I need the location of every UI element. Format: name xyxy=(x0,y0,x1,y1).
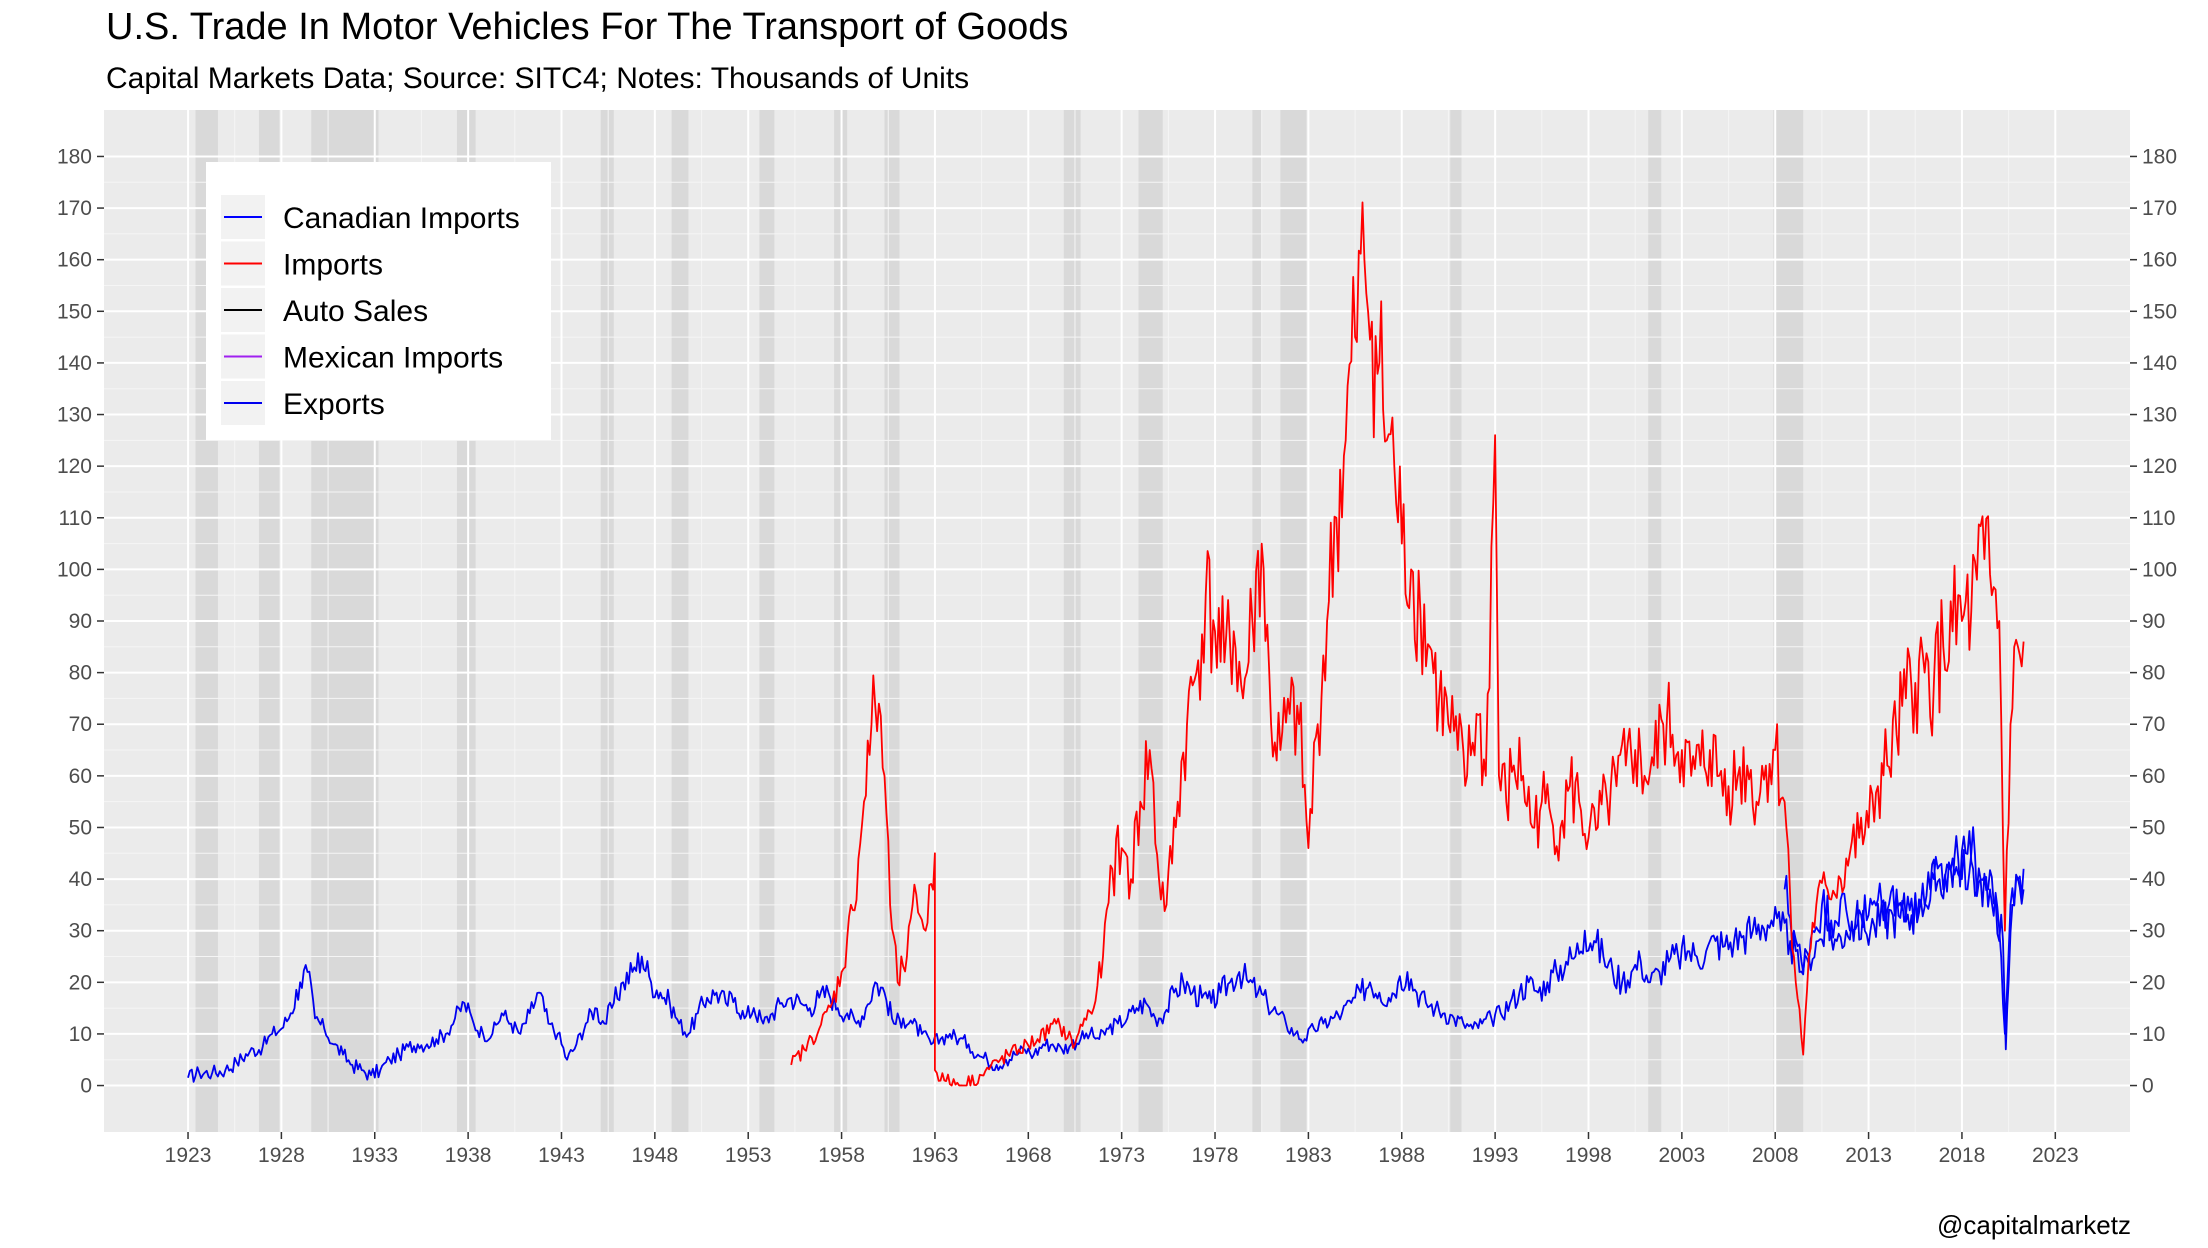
x-tick-label: 2023 xyxy=(2032,1144,2079,1167)
y-tick-label-left: 20 xyxy=(69,971,92,994)
y-tick-label-left: 60 xyxy=(69,765,92,788)
y-tick-label-left: 170 xyxy=(57,197,92,220)
x-tick-label: 1983 xyxy=(1285,1144,1332,1167)
y-tick-label-left: 30 xyxy=(69,920,92,943)
x-tick-label: 2013 xyxy=(1845,1144,1892,1167)
y-tick-label-right: 120 xyxy=(2142,455,2177,478)
x-tick-label: 1968 xyxy=(1005,1144,1052,1167)
y-tick-label-right: 150 xyxy=(2142,300,2177,323)
y-tick-label-right: 50 xyxy=(2142,816,2165,839)
x-tick-label: 1938 xyxy=(445,1144,492,1167)
y-tick-label-right: 80 xyxy=(2142,662,2165,685)
x-tick-label: 1988 xyxy=(1378,1144,1425,1167)
y-tick-label-right: 60 xyxy=(2142,765,2165,788)
y-tick-label-left: 120 xyxy=(57,455,92,478)
legend-label: Imports xyxy=(283,249,383,282)
legend-label: Mexican Imports xyxy=(283,342,503,375)
x-tick-label: 1998 xyxy=(1565,1144,1612,1167)
y-tick-label-left: 50 xyxy=(69,816,92,839)
y-tick-label-right: 40 xyxy=(2142,868,2165,891)
y-tick-label-left: 180 xyxy=(57,145,92,168)
x-tick-label: 2008 xyxy=(1752,1144,1799,1167)
y-tick-label-right: 10 xyxy=(2142,1023,2165,1046)
y-tick-label-left: 140 xyxy=(57,352,92,375)
y-tick-label-right: 90 xyxy=(2142,610,2165,633)
y-tick-label-left: 40 xyxy=(69,868,92,891)
y-tick-label-right: 170 xyxy=(2142,197,2177,220)
y-tick-label-left: 160 xyxy=(57,249,92,272)
x-tick-label: 1928 xyxy=(258,1144,305,1167)
legend-label: Exports xyxy=(283,388,385,421)
x-tick-label: 1973 xyxy=(1098,1144,1145,1167)
y-tick-label-right: 110 xyxy=(2142,507,2175,530)
y-tick-label-right: 20 xyxy=(2142,971,2165,994)
y-tick-label-left: 10 xyxy=(69,1023,92,1046)
y-tick-label-left: 150 xyxy=(57,300,92,323)
y-tick-label-right: 100 xyxy=(2142,558,2177,581)
series-line-canadian-imports xyxy=(1783,826,2025,1035)
legend-label: Auto Sales xyxy=(283,295,428,328)
y-tick-label-left: 100 xyxy=(57,558,92,581)
x-tick-label: 1958 xyxy=(818,1144,865,1167)
y-tick-label-left: 70 xyxy=(69,713,92,736)
chart-subtitle: Capital Markets Data; Source: SITC4; Not… xyxy=(106,62,970,95)
x-tick-label: 1953 xyxy=(725,1144,772,1167)
y-tick-label-left: 130 xyxy=(57,404,92,427)
x-tick-label: 1943 xyxy=(538,1144,585,1167)
y-tick-label-left: 90 xyxy=(69,610,92,633)
x-tick-label: 1993 xyxy=(1472,1144,1519,1167)
x-tick-label: 2018 xyxy=(1939,1144,1986,1167)
x-tick-label: 1978 xyxy=(1192,1144,1239,1167)
y-tick-label-left: 80 xyxy=(69,662,92,685)
y-tick-label-right: 0 xyxy=(2142,1075,2154,1098)
legend-label: Canadian Imports xyxy=(283,202,520,235)
x-tick-label: 1923 xyxy=(165,1144,212,1167)
y-tick-label-left: 0 xyxy=(80,1075,92,1098)
series-line-imports xyxy=(790,201,2025,1087)
chart-caption: @capitalmarketz xyxy=(1936,1210,2131,1240)
y-tick-label-right: 30 xyxy=(2142,920,2165,943)
y-tick-label-right: 130 xyxy=(2142,404,2177,427)
chart-title: U.S. Trade In Motor Vehicles For The Tra… xyxy=(106,6,1069,48)
y-tick-label-left: 110 xyxy=(59,507,92,530)
y-tick-label-right: 160 xyxy=(2142,249,2177,272)
y-tick-label-right: 180 xyxy=(2142,145,2177,168)
y-tick-label-right: 140 xyxy=(2142,352,2177,375)
x-tick-label: 1948 xyxy=(631,1144,678,1167)
x-tick-label: 2003 xyxy=(1658,1144,1705,1167)
series-line-exports xyxy=(187,830,2025,1083)
x-tick-label: 1963 xyxy=(912,1144,959,1167)
x-tick-label: 1933 xyxy=(351,1144,398,1167)
y-tick-label-right: 70 xyxy=(2142,713,2165,736)
